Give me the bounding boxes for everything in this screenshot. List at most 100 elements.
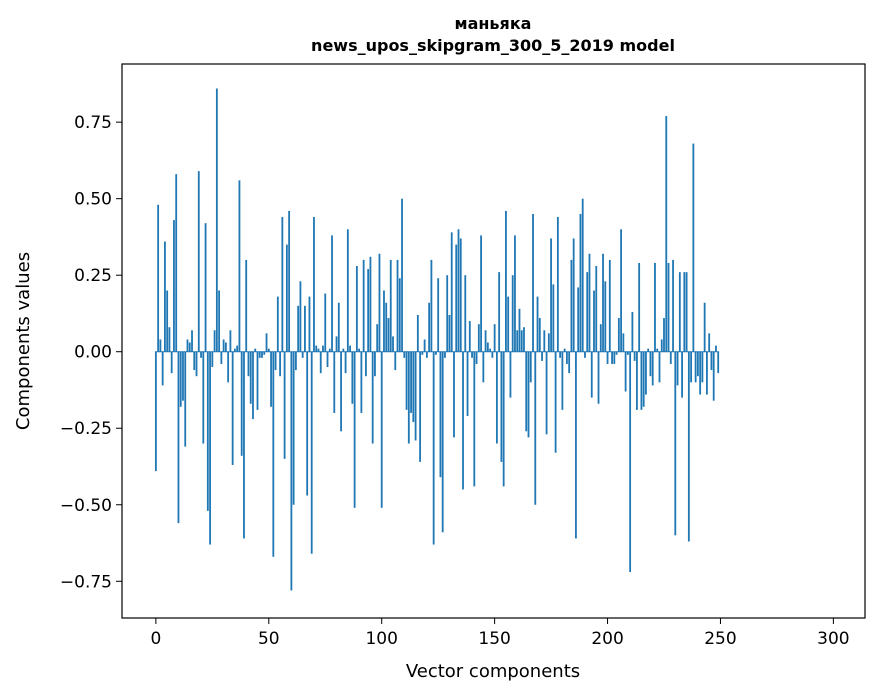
bar-116 — [416, 314, 419, 352]
y-axis-ticks: −0.75 −0.50 −0.25 0.00 0.25 0.50 0.75 — [60, 113, 122, 592]
bar-5 — [166, 290, 169, 352]
bar-50 — [267, 348, 270, 352]
bar-127 — [441, 351, 444, 533]
bar-103 — [387, 318, 390, 352]
bar-0 — [154, 351, 157, 472]
bar-65 — [301, 351, 304, 358]
bar-159 — [514, 235, 516, 352]
bar-157 — [509, 351, 512, 398]
bar-217 — [645, 351, 647, 395]
x-tick-label: 50 — [258, 629, 280, 649]
x-axis-label: Vector components — [406, 661, 580, 682]
bar-122 — [430, 259, 433, 352]
bar-69 — [310, 351, 313, 554]
bar-56 — [281, 217, 284, 352]
bar-130 — [448, 314, 451, 352]
bar-115 — [414, 351, 417, 441]
bar-137 — [464, 275, 467, 352]
bar-165 — [527, 351, 530, 438]
bar-236 — [687, 351, 690, 542]
bar-153 — [500, 351, 503, 462]
bar-102 — [385, 302, 388, 352]
bar-249 — [717, 351, 720, 374]
bar-120 — [425, 351, 428, 358]
bar-21 — [202, 351, 205, 444]
bar-195 — [595, 266, 598, 352]
bar-74 — [322, 345, 324, 352]
bar-78 — [331, 235, 333, 352]
bar-114 — [412, 351, 415, 423]
bar-42 — [249, 351, 252, 404]
bars-group — [154, 88, 720, 591]
bar-109 — [401, 198, 403, 352]
bar-26 — [213, 330, 216, 352]
bar-55 — [279, 351, 281, 377]
bar-48 — [263, 351, 266, 355]
bar-117 — [419, 351, 422, 462]
bar-95 — [369, 256, 372, 352]
bar-68 — [308, 296, 311, 352]
bar-227 — [667, 262, 670, 352]
bar-224 — [660, 339, 663, 352]
y-tick-label: 0.50 — [74, 190, 112, 210]
bar-25 — [211, 351, 214, 368]
bar-24 — [209, 351, 211, 545]
bar-98 — [376, 324, 379, 352]
bar-241 — [699, 351, 702, 395]
bar-185 — [572, 238, 575, 352]
bar-182 — [565, 351, 568, 364]
bar-197 — [599, 324, 602, 352]
bar-155 — [505, 210, 507, 352]
bar-213 — [636, 351, 638, 410]
bar-147 — [486, 342, 489, 352]
bar-190 — [584, 351, 586, 358]
bar-246 — [710, 351, 713, 371]
bar-8 — [173, 220, 175, 352]
bar-35 — [234, 348, 236, 352]
bar-45 — [256, 351, 259, 410]
bar-223 — [658, 351, 661, 383]
chart-subtitle: news_upos_skipgram_300_5_2019 model — [311, 36, 675, 55]
bar-90 — [358, 348, 361, 352]
bar-220 — [651, 351, 654, 386]
bar-118 — [421, 351, 424, 355]
bar-113 — [410, 351, 412, 413]
x-tick-label: 250 — [704, 629, 736, 649]
bar-108 — [398, 278, 401, 352]
bar-106 — [394, 351, 397, 371]
bar-123 — [432, 351, 435, 545]
bar-161 — [518, 308, 521, 352]
bar-207 — [622, 333, 625, 352]
bar-22 — [204, 223, 207, 352]
bar-73 — [319, 351, 322, 374]
bar-174 — [547, 333, 550, 352]
bar-100 — [380, 351, 383, 508]
bar-162 — [520, 330, 523, 352]
bar-94 — [367, 269, 370, 352]
bar-173 — [545, 351, 548, 435]
bar-140 — [471, 351, 473, 358]
bar-232 — [678, 272, 681, 352]
bar-228 — [669, 351, 672, 364]
y-tick-label: −0.75 — [60, 572, 112, 592]
bar-51 — [270, 351, 272, 407]
bar-242 — [701, 351, 704, 383]
bar-206 — [620, 229, 622, 352]
bar-191 — [586, 272, 589, 352]
bar-53 — [274, 351, 277, 371]
bar-88 — [353, 351, 356, 508]
bar-234 — [683, 272, 686, 352]
bar-151 — [495, 351, 498, 444]
bar-36 — [236, 345, 239, 352]
bar-235 — [685, 272, 688, 352]
bar-156 — [507, 296, 510, 352]
bar-89 — [355, 266, 358, 352]
bar-23 — [206, 351, 209, 511]
bar-243 — [703, 302, 706, 352]
bar-184 — [570, 259, 573, 352]
bar-62 — [294, 351, 297, 371]
bar-244 — [706, 351, 708, 395]
bar-52 — [272, 351, 275, 557]
bar-131 — [450, 232, 453, 352]
bar-16 — [191, 330, 193, 352]
